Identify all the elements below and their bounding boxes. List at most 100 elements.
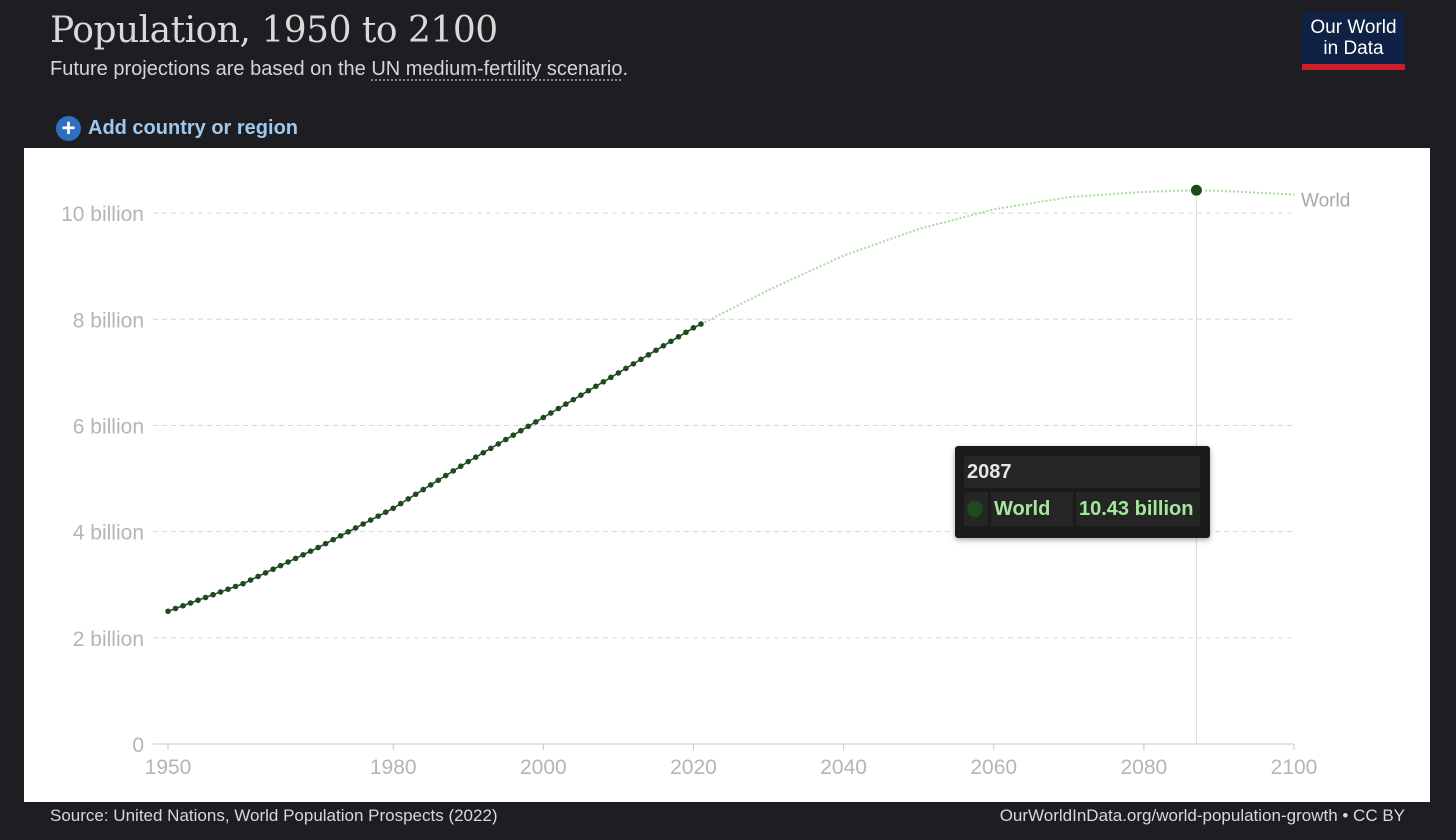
data-point	[623, 365, 629, 372]
data-point	[337, 532, 344, 539]
data-point	[352, 525, 359, 531]
data-point	[390, 505, 397, 512]
highlight-point	[1189, 183, 1203, 197]
tooltip-series-value: 10.43 billion	[1076, 492, 1200, 526]
data-point	[638, 356, 644, 363]
data-point	[232, 583, 239, 590]
data-point	[165, 608, 171, 615]
tooltip-swatch-cell	[964, 492, 988, 526]
data-point	[367, 517, 374, 523]
data-point	[217, 589, 224, 595]
tooltip-year: 2087	[964, 456, 1200, 488]
data-point	[270, 566, 276, 573]
data-point	[382, 509, 389, 516]
data-point	[420, 486, 427, 493]
data-point	[487, 445, 494, 452]
data-point	[202, 594, 209, 601]
data-point	[615, 370, 622, 376]
data-point	[255, 573, 261, 580]
data-point	[593, 383, 599, 390]
data-point	[375, 513, 381, 519]
source-note[interactable]: Source: United Nations, World Population…	[50, 806, 498, 825]
data-point	[427, 482, 434, 488]
data-point	[262, 570, 269, 576]
data-point	[510, 432, 517, 438]
data-point	[307, 548, 314, 554]
data-point	[360, 521, 366, 527]
data-point	[690, 324, 697, 331]
data-point	[405, 496, 412, 502]
license-note[interactable]: OurWorldInData.org/world-population-grow…	[999, 806, 1405, 825]
data-point	[683, 329, 689, 336]
data-point	[172, 605, 179, 612]
data-point	[570, 396, 577, 403]
data-point	[277, 562, 284, 569]
data-point	[322, 540, 329, 547]
data-point	[442, 472, 449, 479]
data-point	[397, 500, 404, 507]
y-tick-label: 2 billion	[73, 628, 144, 651]
data-point	[495, 441, 502, 447]
x-tick-label: 2060	[970, 756, 1017, 779]
data-point	[698, 321, 704, 327]
x-tick-label: 1950	[145, 756, 192, 779]
series-label-world: World	[1301, 191, 1350, 212]
page-title: Population, 1950 to 2100	[50, 10, 498, 51]
data-point	[450, 468, 457, 474]
owid-logo[interactable]: Our World in Data	[1302, 12, 1405, 70]
x-tick-label: 2040	[820, 756, 867, 779]
data-point	[300, 551, 306, 558]
data-point	[345, 529, 351, 535]
data-point	[292, 555, 299, 562]
data-point	[457, 463, 464, 470]
y-tick-label: 0	[132, 734, 144, 757]
subtitle-suffix: .	[622, 58, 629, 80]
data-point	[435, 477, 442, 484]
data-point	[225, 586, 231, 592]
data-point	[578, 392, 584, 398]
y-tick-label: 10 billion	[61, 203, 144, 226]
data-point	[518, 427, 524, 434]
data-point	[630, 361, 637, 367]
plus-icon: +	[56, 116, 81, 141]
data-point	[412, 491, 419, 498]
data-point	[548, 410, 554, 416]
x-tick-label: 2000	[520, 756, 567, 779]
chart-panel: 0 2 billion 4 billion 6 billion 8 billion 10 …	[24, 148, 1430, 802]
tooltip-series-name: World	[991, 492, 1073, 526]
projection-line	[700, 189, 1295, 325]
data-point	[585, 387, 592, 394]
data-point	[195, 597, 201, 604]
data-point	[503, 436, 509, 443]
logo-line-2: in Data	[1323, 38, 1384, 59]
data-point	[540, 414, 547, 421]
data-point	[645, 352, 652, 358]
subtitle-prefix: Future projections are based on the	[50, 58, 366, 80]
data-point	[600, 379, 607, 385]
data-point	[330, 536, 336, 543]
data-point	[187, 600, 194, 606]
tooltip-series-dot	[967, 501, 983, 517]
data-point	[608, 374, 614, 381]
add-country-button[interactable]: + Add country or region	[56, 116, 298, 141]
data-point	[285, 559, 291, 565]
estimates-line	[167, 323, 702, 613]
data-point	[210, 591, 216, 598]
data-point	[247, 577, 254, 583]
data-point	[525, 423, 532, 430]
chart-tooltip: 2087 World 10.43 billion	[955, 446, 1210, 538]
add-country-label: Add country or region	[88, 117, 298, 139]
scenario-link[interactable]: UN medium-fertility scenario	[371, 58, 623, 80]
data-point	[675, 333, 682, 340]
data-point	[315, 544, 321, 551]
population-line-chart[interactable]: 0 2 billion 4 billion 6 billion 8 billion 10 …	[24, 148, 1430, 802]
x-tick-label: 2020	[670, 756, 717, 779]
data-point	[240, 580, 246, 587]
data-point	[563, 401, 569, 407]
x-tick-label: 2100	[1271, 756, 1318, 779]
y-tick-label: 6 billion	[73, 415, 144, 438]
data-point	[472, 454, 479, 460]
logo-bar	[1302, 64, 1405, 70]
data-point	[668, 338, 674, 345]
data-point	[660, 343, 667, 349]
